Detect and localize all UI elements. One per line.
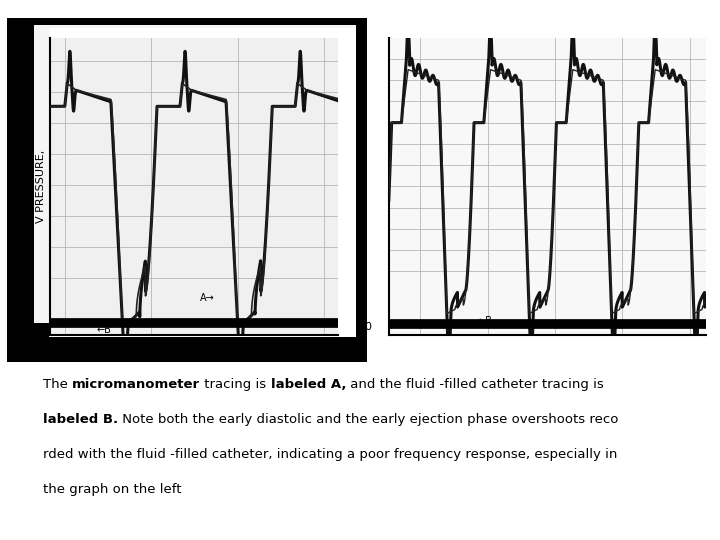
Text: ←B: ←B — [96, 325, 112, 334]
Text: 0: 0 — [364, 322, 371, 332]
Text: rded with the fluid ‑filled catheter, indicating a poor frequency response, espe: rded with the fluid ‑filled catheter, in… — [43, 448, 618, 461]
Bar — [34, 25, 356, 323]
Text: A→: A→ — [200, 293, 215, 302]
Text: and the fluid ‑filled catheter tracing is: and the fluid ‑filled catheter tracing i… — [346, 378, 604, 391]
Text: labeled A,: labeled A, — [271, 378, 346, 391]
Bar — [49, 28, 356, 337]
Text: tracing is: tracing is — [200, 378, 271, 391]
Text: the graph on the left: the graph on the left — [43, 483, 181, 496]
Y-axis label: V PRESSURE,: V PRESSURE, — [36, 150, 46, 223]
Text: labeled B.: labeled B. — [43, 413, 118, 426]
Text: micromanometer: micromanometer — [72, 378, 200, 391]
Text: Note both the early diastolic and the early ejection phase overshoots reco: Note both the early diastolic and the ea… — [118, 413, 618, 426]
Text: ←B: ←B — [477, 316, 492, 326]
Text: The: The — [43, 378, 72, 391]
